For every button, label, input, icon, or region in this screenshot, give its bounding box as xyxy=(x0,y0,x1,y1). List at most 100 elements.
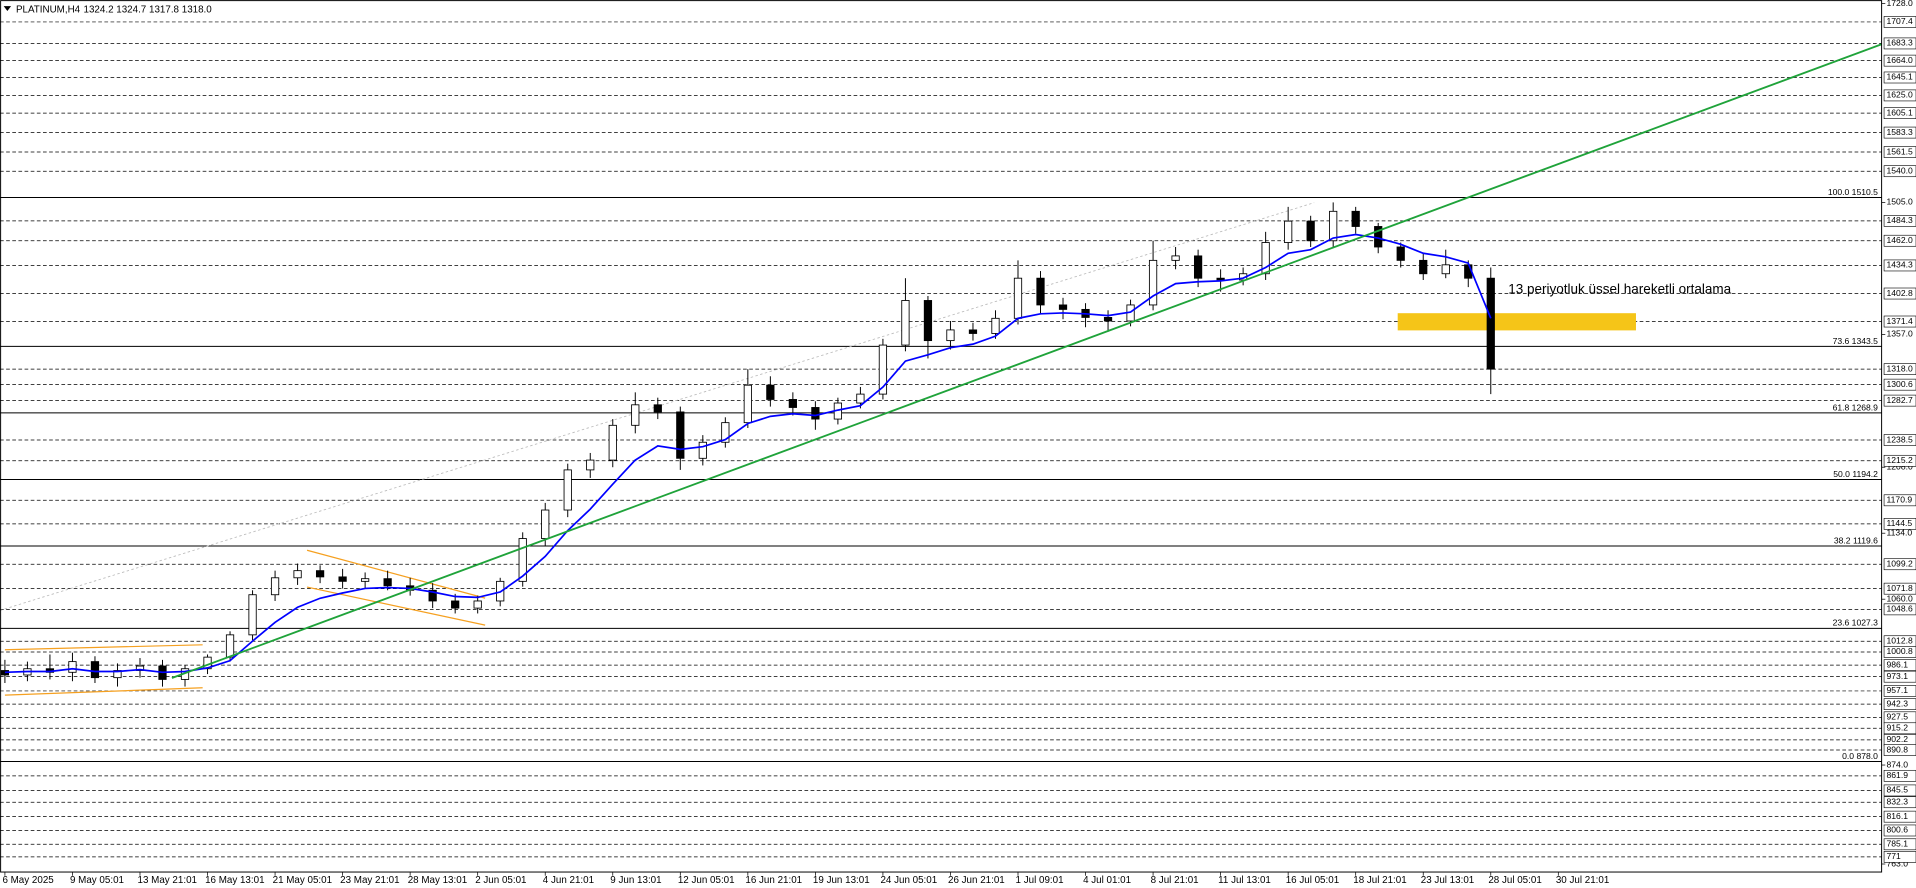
candle-body xyxy=(1013,277,1023,319)
channel-line xyxy=(4,687,203,696)
plot-border xyxy=(0,0,1883,873)
candle-body xyxy=(676,411,685,459)
level-label-box xyxy=(1883,165,1916,178)
candle-body xyxy=(1171,255,1180,261)
level-label: 1282.7 xyxy=(1887,395,1913,405)
level-label-box xyxy=(1883,363,1916,375)
ema-line xyxy=(4,233,1492,674)
level-label-box xyxy=(1883,434,1916,446)
level-label-box xyxy=(1883,215,1916,227)
candle-body xyxy=(698,441,707,459)
fibo-label: 38.2 1119.6 xyxy=(1834,535,1878,545)
candle-body xyxy=(1193,255,1203,279)
annotation: 13 periyotluk üssel hareketli ortalama xyxy=(1508,281,1731,296)
level-label-box xyxy=(1883,394,1916,407)
level-label: 1318.0 xyxy=(1887,363,1913,373)
level-label: 1645.1 xyxy=(1887,72,1913,82)
candle-body xyxy=(743,384,752,424)
candle-body xyxy=(608,424,617,461)
level-label-box xyxy=(1883,838,1916,851)
x-tick-label: 19 Jun 13:01 xyxy=(813,875,870,886)
candle-body xyxy=(293,570,302,579)
level-label: 1170.9 xyxy=(1887,495,1913,505)
level-label-box xyxy=(1883,646,1916,658)
fibo-label: 23.6 1027.3 xyxy=(1833,618,1879,628)
channel-line xyxy=(4,644,203,651)
candle-body xyxy=(68,661,77,673)
level-label-box xyxy=(1883,518,1916,530)
level-label: 861.9 xyxy=(1887,770,1909,780)
level-label-box xyxy=(1883,558,1916,571)
candle-body xyxy=(541,509,550,539)
x-tick-label: 21 May 05:01 xyxy=(273,875,332,886)
candle-body xyxy=(1148,259,1158,306)
level-label: 1144.5 xyxy=(1887,518,1913,528)
level-label: 927.5 xyxy=(1887,712,1909,722)
level-label: 1012.8 xyxy=(1887,636,1913,646)
level-label: 1484.3 xyxy=(1887,215,1913,225)
level-label-box xyxy=(1883,744,1916,756)
x-tick-label: 24 Jun 05:01 xyxy=(880,875,937,886)
candle-body xyxy=(1329,210,1338,242)
candle-body xyxy=(1441,264,1450,275)
level-label: 986.1 xyxy=(1887,659,1909,669)
header-arrow xyxy=(3,6,12,12)
level-label-box xyxy=(1883,126,1916,139)
fibo-label: 73.6 1343.5 xyxy=(1833,336,1879,346)
candle-body xyxy=(923,300,933,342)
x-tick-label: 2 Jun 05:01 xyxy=(475,875,526,886)
level-label-box xyxy=(1883,37,1916,50)
level-label: 1605.1 xyxy=(1887,107,1913,117)
candle-body xyxy=(878,344,888,395)
level-label: 1561.5 xyxy=(1887,146,1913,156)
x-tick-label: 23 May 21:01 xyxy=(340,875,399,886)
level-label: 1371.4 xyxy=(1887,316,1913,326)
level-label: 1238.5 xyxy=(1887,434,1913,444)
x-tick-label: 9 Jun 13:01 xyxy=(610,875,661,886)
candle-body xyxy=(451,600,460,609)
level-label: 785.1 xyxy=(1887,839,1909,849)
x-tick-label: 30 Jul 21:01 xyxy=(1556,875,1609,886)
level-label-box xyxy=(1883,378,1916,391)
y-tick-label: 874.0 xyxy=(1887,759,1909,769)
y-tick-label: 1728.0 xyxy=(1887,0,1913,8)
level-label-box xyxy=(1883,287,1916,300)
level-label-box xyxy=(1883,810,1916,823)
level-label: 942.3 xyxy=(1887,698,1909,708)
candle-body xyxy=(1419,259,1428,275)
candle-body xyxy=(1486,277,1495,370)
candle-body xyxy=(1058,304,1068,310)
x-tick-label: 6 May 2025 xyxy=(2,875,54,886)
level-label-box xyxy=(1883,698,1916,710)
candle-body xyxy=(338,576,347,582)
x-tick-label: 4 Jul 01:01 xyxy=(1083,875,1131,886)
x-tick-label: 8 Jul 21:01 xyxy=(1151,875,1199,886)
level-label: 771 xyxy=(1887,851,1902,861)
level-label-box xyxy=(1883,454,1916,467)
candle-body xyxy=(721,422,730,443)
x-tick-label: 4 Jun 21:01 xyxy=(543,875,594,886)
x-tick-label: 16 Jul 05:01 xyxy=(1286,875,1339,886)
candle-body xyxy=(1216,277,1225,281)
candle-body xyxy=(1036,277,1045,306)
level-label: 1071.8 xyxy=(1887,583,1913,593)
level-label-box xyxy=(1883,146,1916,158)
candle-body xyxy=(766,384,775,400)
level-label-box xyxy=(1883,16,1916,28)
y-tick-label: 1134.0 xyxy=(1887,527,1913,537)
channel-line xyxy=(306,549,486,599)
level-label-box xyxy=(1883,784,1916,797)
level-label: 957.1 xyxy=(1887,685,1909,695)
candle-body xyxy=(856,393,865,404)
x-tick-label: 18 Jul 21:01 xyxy=(1353,875,1406,886)
fibo-label: 100.0 1510.5 xyxy=(1828,187,1878,197)
level-label: 1300.6 xyxy=(1887,379,1913,389)
fibo-label: 50.0 1194.2 xyxy=(1833,469,1878,479)
level-label-box xyxy=(1883,796,1916,809)
level-label-box xyxy=(1883,824,1916,837)
level-label-box xyxy=(1883,670,1916,683)
y-tick-label: 1505.0 xyxy=(1887,197,1913,207)
